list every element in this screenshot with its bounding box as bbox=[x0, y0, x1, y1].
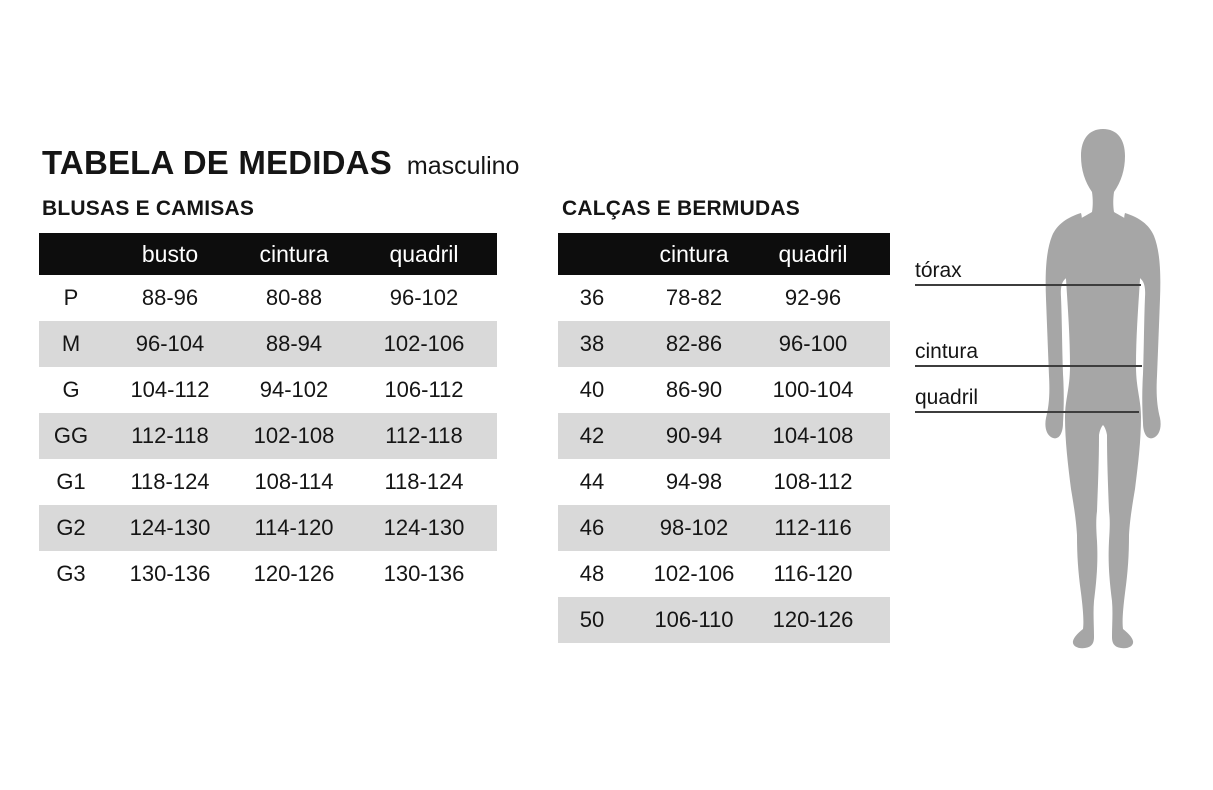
size-cell: G2 bbox=[56, 515, 86, 540]
page-title-main: TABELA DE MEDIDAS bbox=[42, 144, 392, 181]
table-row: 38 82-86 96-100 bbox=[558, 321, 890, 367]
table-row: 48 102-106 116-120 bbox=[558, 551, 890, 597]
measure-range-cell: 112-118 bbox=[385, 423, 463, 448]
column-header: cintura bbox=[259, 240, 329, 267]
blusas-camisas-table: busto cintura quadril P 88-96 80-88 96-102 M 96… bbox=[39, 233, 497, 597]
cintura-label: cintura bbox=[915, 340, 979, 363]
size-cell: G3 bbox=[56, 561, 86, 586]
measure-range-cell: 94-98 bbox=[665, 469, 723, 494]
measure-range-cell: 106-112 bbox=[384, 377, 464, 402]
measure-range-cell: 116-120 bbox=[773, 561, 853, 586]
column-header: quadril bbox=[778, 240, 848, 267]
table-row: G2 124-130 114-120 124-130 bbox=[39, 505, 497, 551]
measure-range-cell: 104-112 bbox=[130, 377, 210, 402]
column-header bbox=[39, 233, 103, 275]
measure-range-cell: 130-136 bbox=[129, 561, 211, 586]
measure-range-cell: 88-94 bbox=[265, 331, 323, 356]
page-title: TABELA DE MEDIDAS masculino bbox=[42, 144, 519, 182]
right-arm-shape bbox=[1124, 213, 1161, 439]
measure-range-cell: 108-114 bbox=[254, 469, 334, 494]
measure-range-cell: 102-106 bbox=[383, 331, 465, 356]
table-header-row: busto cintura quadril bbox=[39, 233, 497, 275]
measure-range-cell: 98-102 bbox=[659, 515, 729, 540]
cintura-measure-line bbox=[915, 365, 1142, 367]
calcas-bermudas-table: cintura quadril 36 78-82 92-96 38 82-86 96-100… bbox=[558, 233, 890, 643]
measure-range-cell: 108-112 bbox=[773, 469, 853, 494]
page-title-gender: masculino bbox=[406, 152, 520, 180]
table-row: 44 94-98 108-112 bbox=[558, 459, 890, 505]
measure-range-cell: 102-108 bbox=[253, 423, 335, 448]
size-cell: 44 bbox=[579, 469, 605, 494]
measure-range-cell: 112-116 bbox=[774, 515, 852, 540]
measure-range-cell: 90-94 bbox=[665, 423, 723, 448]
table-row: M 96-104 88-94 102-106 bbox=[39, 321, 497, 367]
table-row: G1 118-124 108-114 118-124 bbox=[39, 459, 497, 505]
section-title-calcas: CALÇAS E BERMUDAS bbox=[562, 197, 800, 220]
table-row: G3 130-136 120-126 130-136 bbox=[39, 551, 497, 597]
measure-range-cell: 78-82 bbox=[665, 285, 723, 310]
size-cell: 46 bbox=[579, 515, 605, 540]
measure-range-cell: 96-104 bbox=[135, 331, 205, 356]
size-cell: GG bbox=[53, 423, 89, 448]
measure-range-cell: 94-102 bbox=[259, 377, 329, 402]
torax-label: tórax bbox=[915, 259, 962, 282]
size-cell: P bbox=[63, 285, 79, 310]
measure-range-cell: 120-126 bbox=[253, 561, 335, 586]
measure-range-cell: 88-96 bbox=[141, 285, 199, 310]
table-row: 50 106-110 120-126 bbox=[558, 597, 890, 643]
torax-measure-line bbox=[915, 284, 1141, 286]
measure-range-cell: 96-102 bbox=[389, 285, 459, 310]
measure-range-cell: 80-88 bbox=[265, 285, 323, 310]
column-header bbox=[558, 233, 626, 275]
size-cell: G bbox=[62, 377, 80, 402]
size-cell: 36 bbox=[579, 285, 605, 310]
measure-range-cell: 92-96 bbox=[784, 285, 842, 310]
measure-range-cell: 130-136 bbox=[383, 561, 465, 586]
measure-range-cell: 112-118 bbox=[131, 423, 209, 448]
table-row: 36 78-82 92-96 bbox=[558, 275, 890, 321]
table-row: GG 112-118 102-108 112-118 bbox=[39, 413, 497, 459]
quadril-measure-line bbox=[915, 411, 1139, 413]
measure-range-cell: 120-126 bbox=[772, 607, 854, 632]
size-cell: 48 bbox=[579, 561, 605, 586]
measure-range-cell: 104-108 bbox=[772, 423, 854, 448]
measure-range-cell: 86-90 bbox=[665, 377, 723, 402]
table-row: G 104-112 94-102 106-112 bbox=[39, 367, 497, 413]
size-cell: 38 bbox=[579, 331, 605, 356]
column-header: quadril bbox=[389, 240, 459, 267]
size-cell: G1 bbox=[56, 469, 86, 494]
measure-range-cell: 96-100 bbox=[778, 331, 848, 356]
size-cell: 50 bbox=[579, 607, 605, 632]
body-shape bbox=[1065, 129, 1141, 649]
table-row: 46 98-102 112-116 bbox=[558, 505, 890, 551]
left-arm-shape bbox=[1045, 213, 1082, 439]
measure-range-cell: 114-120 bbox=[254, 515, 334, 540]
measure-range-cell: 118-124 bbox=[384, 469, 464, 494]
table-row: 42 90-94 104-108 bbox=[558, 413, 890, 459]
size-cell: M bbox=[61, 331, 81, 356]
measure-range-cell: 100-104 bbox=[772, 377, 854, 402]
measure-range-cell: 124-130 bbox=[383, 515, 465, 540]
measure-range-cell: 102-106 bbox=[653, 561, 735, 586]
male-body-silhouette-image bbox=[1045, 129, 1161, 649]
size-cell: 42 bbox=[579, 423, 605, 448]
quadril-label: quadril bbox=[915, 386, 979, 409]
table-row: 40 86-90 100-104 bbox=[558, 367, 890, 413]
measure-range-cell: 82-86 bbox=[665, 331, 723, 356]
measure-range-cell: 106-110 bbox=[654, 607, 734, 632]
measure-range-cell: 124-130 bbox=[129, 515, 211, 540]
column-header: cintura bbox=[659, 240, 729, 267]
section-title-blusas: BLUSAS E CAMISAS bbox=[42, 197, 255, 220]
measure-range-cell: 118-124 bbox=[130, 469, 210, 494]
size-cell: 40 bbox=[579, 377, 605, 402]
table-row: P 88-96 80-88 96-102 bbox=[39, 275, 497, 321]
column-header: busto bbox=[141, 240, 199, 267]
table-header-row: cintura quadril bbox=[558, 233, 890, 275]
